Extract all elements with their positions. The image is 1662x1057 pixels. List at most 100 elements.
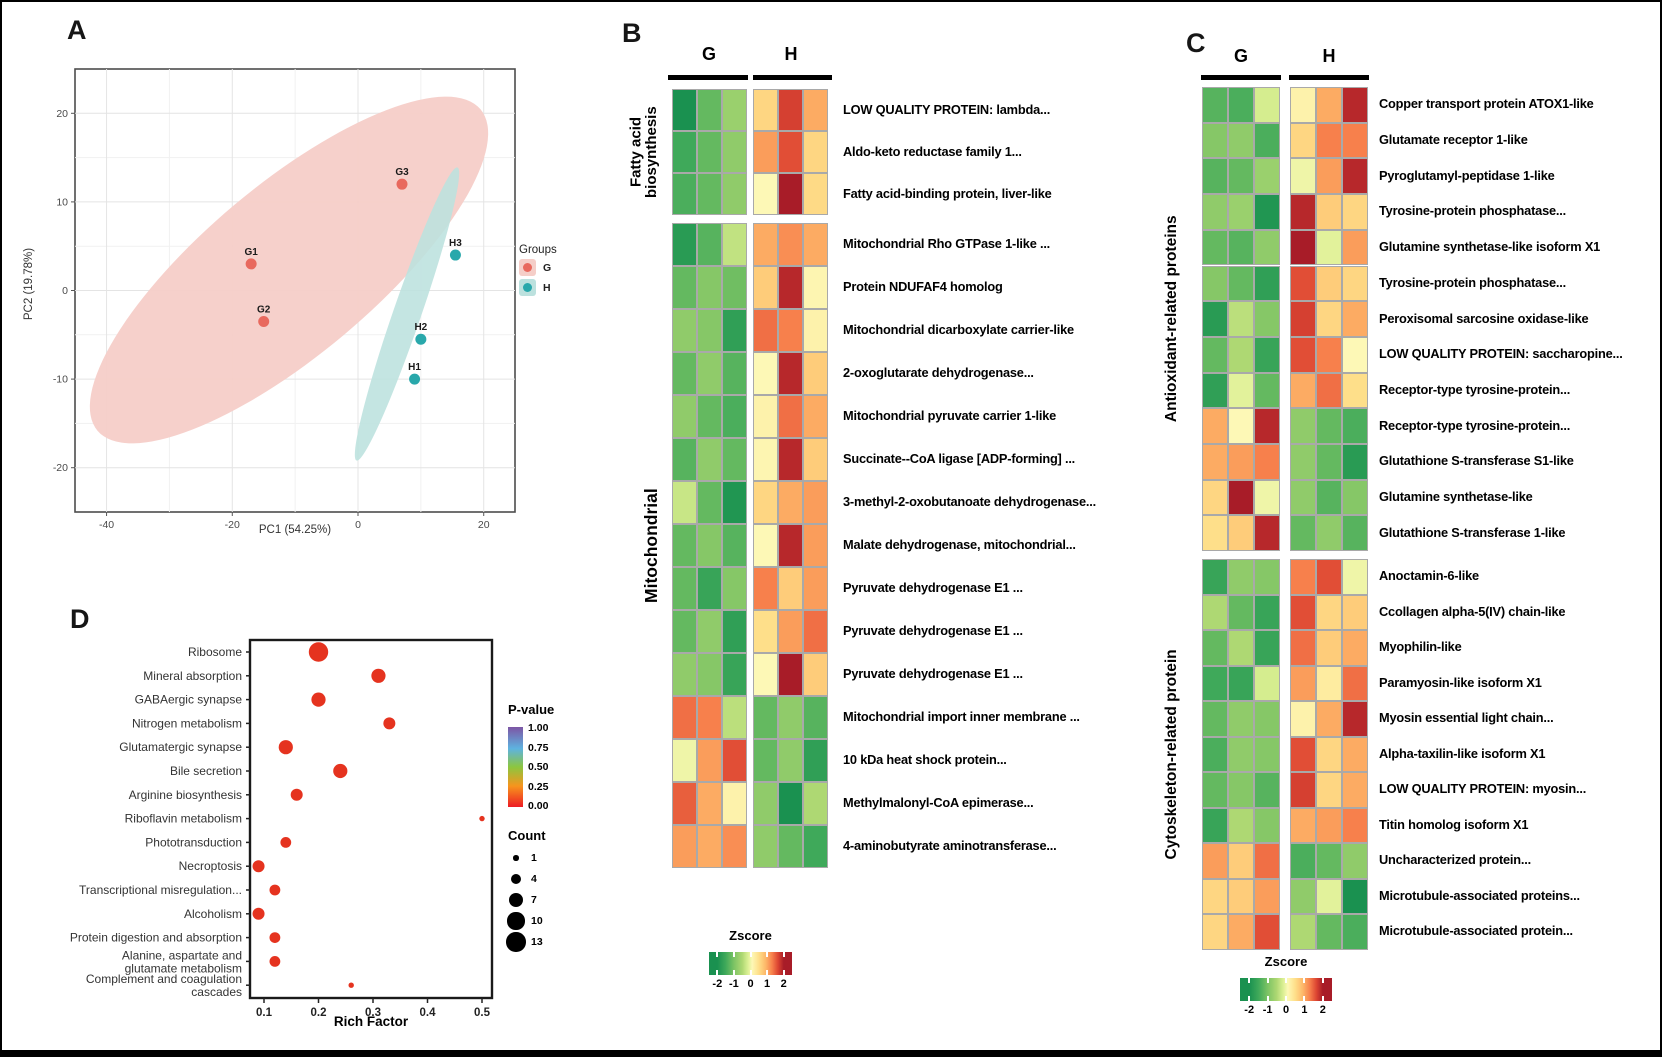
heatmap-cell bbox=[1290, 194, 1316, 230]
heatmap-row-label: Protein NDUFAF4 homolog bbox=[843, 279, 1003, 294]
heatmap-cell bbox=[1202, 158, 1228, 195]
heatmap-cell bbox=[1342, 122, 1368, 159]
heatmap-cell bbox=[1342, 736, 1368, 773]
heatmap-cell bbox=[1228, 444, 1254, 480]
heatmap-cell bbox=[1290, 372, 1316, 409]
count-legend-dot bbox=[506, 932, 526, 952]
heatmap-cell bbox=[1342, 701, 1368, 737]
count-legend-label: 7 bbox=[531, 894, 537, 906]
heatmap-cell bbox=[1254, 158, 1280, 195]
heatmap-cell bbox=[753, 352, 778, 395]
heatmap-row-label: Titin homolog isoform X1 bbox=[1379, 816, 1529, 832]
heatmap-row-label: 4-aminobutyrate aminotransferase... bbox=[843, 838, 1057, 853]
heatmap-cell bbox=[1202, 736, 1228, 773]
heatmap-cell bbox=[1254, 194, 1280, 230]
heatmap-row-label: Pyruvate dehydrogenase E1 ... bbox=[843, 580, 1023, 595]
heatmap-cell bbox=[697, 524, 722, 567]
heatmap-cell bbox=[722, 395, 747, 438]
heatmap-cell bbox=[753, 131, 778, 173]
heatmap-cell bbox=[672, 395, 697, 438]
heatmap-cell bbox=[672, 567, 697, 610]
heatmap-cell bbox=[672, 825, 697, 868]
heatmap-row-label: 3-methyl-2-oxobutanoate dehydrogenase... bbox=[843, 494, 1096, 509]
heatmap-cell bbox=[1290, 630, 1316, 666]
heatmap-cell bbox=[672, 610, 697, 653]
zscore-colorbar bbox=[709, 952, 792, 975]
heatmap-cell bbox=[1228, 843, 1254, 879]
pca-y-tick: -10 bbox=[53, 374, 68, 386]
pathway-dot bbox=[269, 932, 281, 943]
heatmap-cell bbox=[697, 696, 722, 739]
dot-x-tick: 0.4 bbox=[420, 1007, 437, 1019]
zscore-tick-mark bbox=[716, 970, 719, 975]
zscore-legend-title-b: Zscore bbox=[729, 928, 772, 943]
zscore-tick-mark bbox=[1321, 978, 1324, 983]
pca-x-tick: -20 bbox=[225, 519, 240, 531]
heatmap-cell bbox=[722, 223, 747, 266]
heatmap-cell bbox=[778, 524, 803, 567]
heatmap-cell bbox=[753, 481, 778, 524]
heatmap-cell bbox=[1316, 807, 1342, 844]
zscore-tick-mark bbox=[1285, 978, 1287, 983]
heatmap-cell bbox=[1228, 878, 1254, 915]
heatmap-cell bbox=[1342, 843, 1368, 879]
heatmap-cell bbox=[697, 309, 722, 352]
heatmap-cell bbox=[803, 825, 828, 868]
heatmap-cell bbox=[1228, 772, 1254, 808]
pca-y-tick: -20 bbox=[53, 462, 68, 474]
pathway-dot bbox=[280, 837, 292, 848]
heatmap-row-label: Aldo-keto reductase family 1... bbox=[843, 143, 1022, 159]
pathway-label: GABAergic synapse bbox=[135, 693, 243, 707]
heatmap-cell bbox=[753, 89, 778, 131]
heatmap-cell bbox=[1228, 701, 1254, 737]
heatmap-cell bbox=[1316, 878, 1342, 915]
zscore-tick-label: -2 bbox=[712, 978, 723, 990]
heatmap-cell bbox=[1202, 515, 1228, 552]
heatmap-cell bbox=[753, 782, 778, 825]
heatmap-cell bbox=[722, 653, 747, 696]
heatmap-row-label: Glutamine synthetase-like bbox=[1379, 489, 1533, 505]
figure-bottom-border bbox=[2, 1050, 1660, 1055]
pca-point-G3 bbox=[396, 178, 408, 190]
panel-pca: A G1 G2 G3 H1 H2 H3 -40 -20 0 20 20 10 0 -10 -20 PC2 (… bbox=[23, 12, 662, 557]
pathway-dot bbox=[333, 763, 348, 779]
panel-heatmap-b: B G H Zscore LOW QUALITY PROTEIN: lambda… bbox=[602, 12, 1096, 1022]
pca-point-label: G2 bbox=[257, 305, 271, 316]
pca-legend-item-H: H bbox=[519, 279, 557, 296]
panel-dotplot: D Ribosome Mineral absorption GABAergic sy… bbox=[42, 562, 622, 1052]
panel-label-a: A bbox=[67, 15, 87, 45]
heatmap-cell bbox=[1254, 408, 1280, 444]
heatmap-row-label: Anoctamin-6-like bbox=[1379, 568, 1479, 584]
pvalue-tick-label: 0.75 bbox=[528, 741, 549, 754]
heatmap-cell bbox=[1290, 265, 1316, 302]
zscore-tick-label: -1 bbox=[1262, 1004, 1273, 1016]
heatmap-cell bbox=[672, 653, 697, 696]
pvalue-tick-label: 0.00 bbox=[528, 800, 549, 812]
heatmap-cell bbox=[778, 266, 803, 309]
heatmap-cell bbox=[1254, 265, 1280, 302]
heatmap-row-label: Tyrosine-protein phosphatase... bbox=[1379, 274, 1566, 290]
heatmap-row-label: Alpha-taxilin-like isoform X1 bbox=[1379, 745, 1546, 761]
panel-label-c: C bbox=[1186, 28, 1206, 58]
heatmap-cell bbox=[1290, 594, 1316, 631]
column-header-h: H bbox=[784, 44, 798, 64]
heatmap-cell bbox=[1316, 122, 1342, 159]
confidence-ellipse-H bbox=[354, 167, 460, 461]
heatmap-cell bbox=[722, 524, 747, 567]
heatmap-cell bbox=[722, 266, 747, 309]
heatmap-section-label: Fatty acid biosynthesis bbox=[627, 106, 660, 198]
heatmap-cell bbox=[1316, 336, 1342, 373]
heatmap-cell bbox=[672, 173, 697, 215]
heatmap-row-label: Mitochondrial Rho GTPase 1-like ... bbox=[843, 236, 1051, 251]
pca-y-axis-label: PC2 (19.78%) bbox=[23, 247, 35, 321]
pvalue-gradient-bar bbox=[508, 727, 523, 807]
heatmap-cell bbox=[753, 610, 778, 653]
pvalue-tick-label: 0.50 bbox=[528, 761, 549, 773]
heatmap-cell bbox=[1342, 878, 1368, 915]
heatmap-cell bbox=[1202, 301, 1228, 337]
heatmap-cell bbox=[1342, 229, 1368, 266]
heatmap-cell bbox=[1202, 843, 1228, 879]
pvalue-tick-label: 0.25 bbox=[528, 780, 549, 793]
heatmap-cell bbox=[1290, 158, 1316, 195]
